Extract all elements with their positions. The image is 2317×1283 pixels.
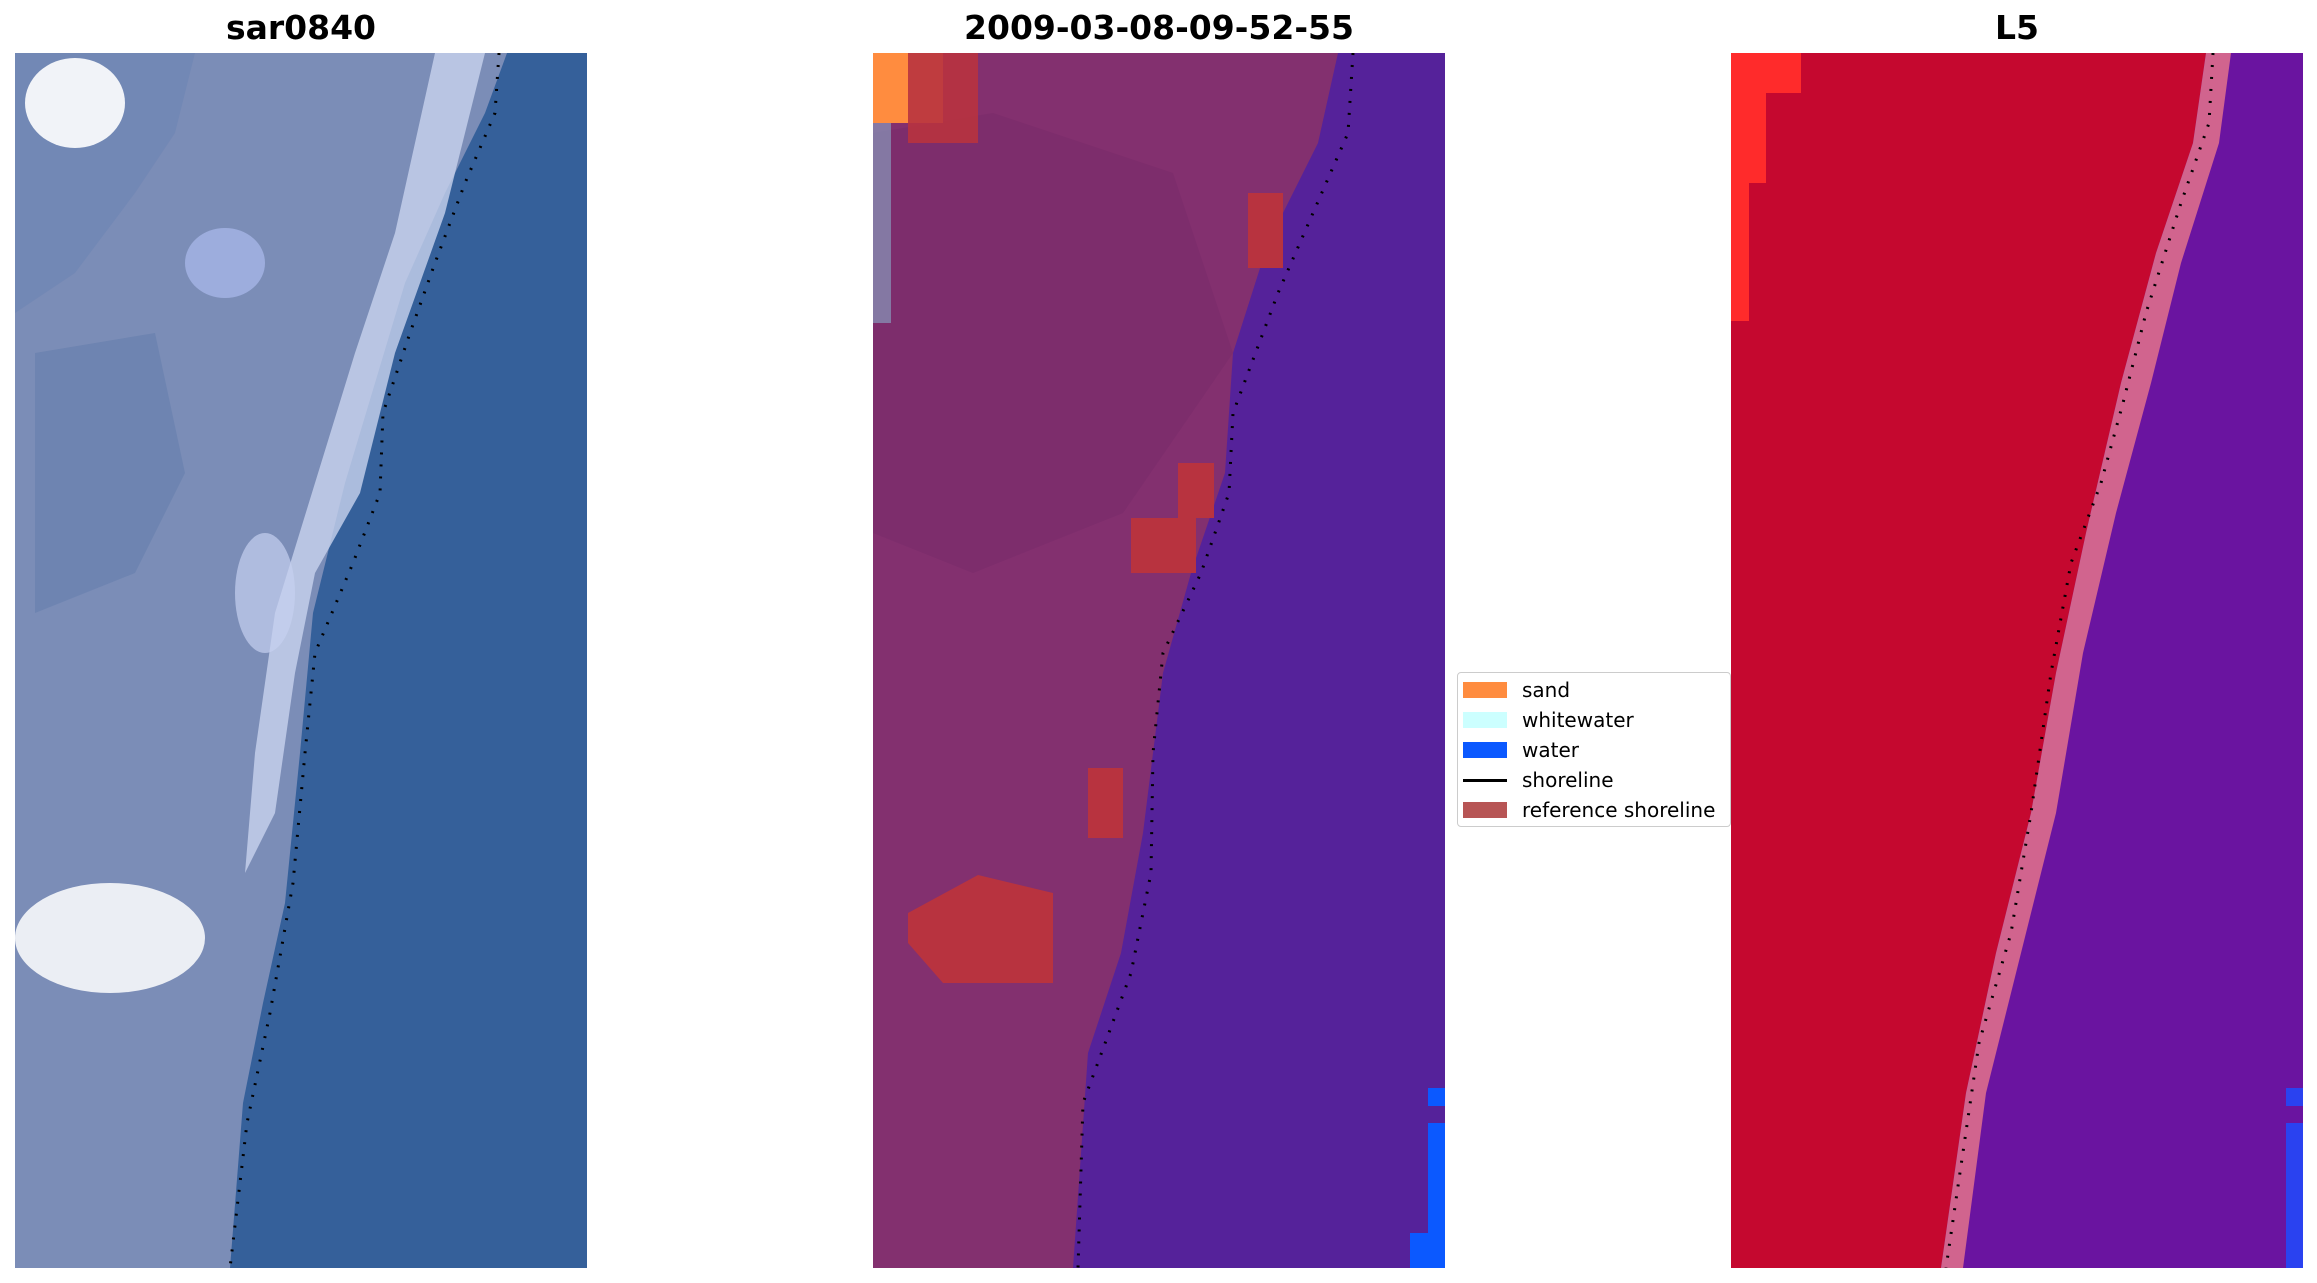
rgb-bright-patch (185, 228, 265, 298)
legend-item-water: water (1458, 737, 1579, 763)
panel-title-classified: 2009-03-08-09-52-55 (964, 8, 1354, 47)
mndwi-water-patch (2286, 1123, 2303, 1268)
ref-shoreline-patch (908, 53, 978, 143)
rgb-image (15, 53, 587, 1268)
legend-label: shoreline (1522, 768, 1614, 792)
rgb-bright-patch (25, 58, 125, 148)
legend-label: sand (1522, 678, 1571, 702)
ref-shoreline-patch (1131, 518, 1196, 573)
ref-shoreline-patch (1248, 193, 1283, 268)
whitewater-swatch (1463, 712, 1507, 728)
sand-swatch (1463, 682, 1507, 698)
legend-item-shoreline: shoreline (1458, 767, 1614, 793)
mndwi-edge-band (1941, 53, 2231, 1268)
water-patch (1428, 1123, 1445, 1268)
legend: sand whitewater water shoreline referenc… (1457, 672, 1731, 827)
legend-item-reference-shoreline: reference shoreline (1458, 797, 1715, 823)
legend-label: whitewater (1522, 708, 1634, 732)
class-land-shade (873, 113, 1233, 573)
legend-item-whitewater: whitewater (1458, 707, 1634, 733)
mndwi-water-patch (2286, 1088, 2303, 1106)
panel-title-mndwi: L5 (1995, 8, 2039, 47)
ref-shoreline-patch (1178, 463, 1214, 518)
ref-shoreline-patch (908, 875, 1053, 983)
legend-label: water (1522, 738, 1579, 762)
shoreline-line (1944, 53, 2215, 1268)
classified-image (873, 53, 1445, 1268)
rgb-bright-patch (235, 533, 295, 653)
rgb-land-shade (35, 333, 185, 613)
mndwi-land-area (1731, 53, 2206, 1268)
water-patch (1428, 1088, 1445, 1106)
shoreline-swatch (1463, 778, 1507, 782)
class-edge-strip (873, 123, 891, 323)
rgb-image-panel (15, 53, 587, 1268)
mndwi-image (1731, 53, 2303, 1268)
mndwi-bright-patch (1731, 303, 1749, 321)
legend-item-sand: sand (1458, 677, 1570, 703)
ref-shoreline-patch (1088, 768, 1123, 838)
water-patch (1410, 1233, 1445, 1268)
rgb-surf-zone (245, 53, 485, 873)
panel-title-rgb: sar0840 (225, 8, 377, 47)
reference-shoreline-swatch (1463, 802, 1507, 818)
mndwi-bright-patch (1731, 153, 1749, 303)
classified-image-panel (873, 53, 1445, 1268)
legend-label: reference shoreline (1522, 798, 1716, 822)
mndwi-image-panel (1731, 53, 2303, 1268)
water-swatch (1463, 742, 1507, 758)
rgb-bright-patch (15, 883, 205, 993)
